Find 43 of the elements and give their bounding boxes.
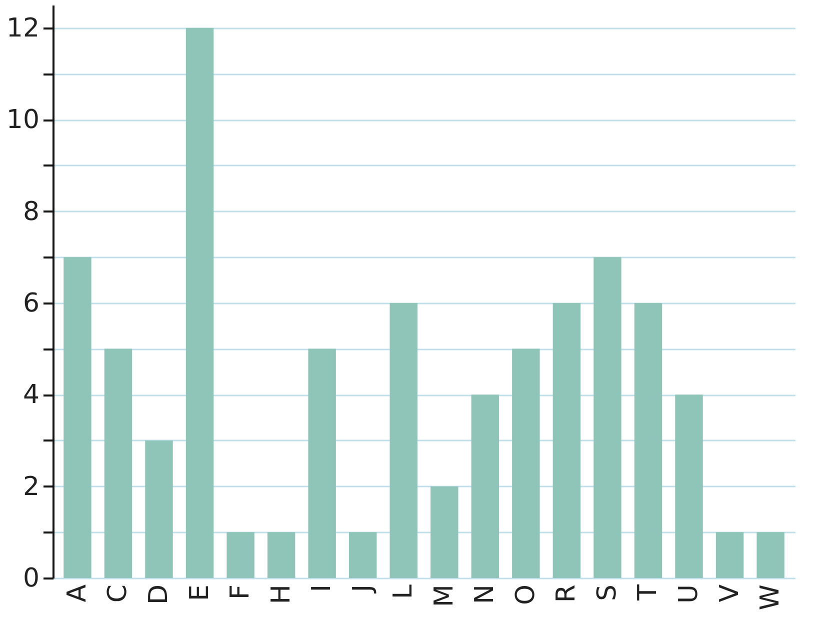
bar bbox=[756, 532, 784, 578]
x-tick-label: I bbox=[307, 584, 338, 592]
x-tick-label: O bbox=[510, 584, 541, 605]
bar bbox=[226, 532, 254, 578]
y-tick-label: 12 bbox=[6, 13, 40, 44]
bar bbox=[716, 532, 744, 578]
bar bbox=[64, 257, 92, 578]
bar bbox=[430, 486, 458, 578]
x-tick-label: D bbox=[144, 584, 174, 605]
bar bbox=[104, 348, 132, 578]
y-tick-label: 4 bbox=[22, 380, 40, 410]
x-tick-label: V bbox=[714, 584, 745, 602]
x-tick-label: L bbox=[388, 584, 419, 599]
x-tick-label: T bbox=[633, 584, 664, 602]
x-tick-label: E bbox=[184, 584, 215, 601]
x-tick-label: R bbox=[552, 584, 582, 603]
x-tick-label: S bbox=[592, 584, 622, 602]
bar bbox=[348, 532, 377, 578]
bar bbox=[390, 302, 418, 578]
x-tick-label: J bbox=[348, 584, 378, 594]
bar bbox=[634, 302, 662, 578]
y-tick-label: 2 bbox=[22, 472, 40, 502]
x-tick-label: N bbox=[470, 584, 500, 604]
x-tick-label: A bbox=[62, 584, 92, 602]
bar bbox=[594, 257, 622, 578]
x-tick-label: C bbox=[103, 584, 134, 603]
y-tick-label: 0 bbox=[22, 564, 40, 594]
bar bbox=[471, 394, 500, 578]
bar bbox=[552, 302, 581, 578]
bar bbox=[512, 348, 540, 578]
y-tick-label: 10 bbox=[6, 105, 40, 136]
x-tick-label: H bbox=[266, 584, 296, 604]
bar bbox=[145, 440, 173, 578]
bar bbox=[675, 394, 703, 578]
x-tick-label: F bbox=[226, 584, 256, 600]
x-tick-label: U bbox=[674, 584, 704, 604]
x-tick-label: M bbox=[429, 584, 460, 607]
bar bbox=[186, 28, 214, 578]
bar bbox=[267, 532, 296, 578]
y-tick-label: 6 bbox=[22, 288, 40, 318]
bar bbox=[308, 348, 336, 578]
x-tick-label: W bbox=[756, 584, 786, 610]
y-tick-label: 8 bbox=[22, 196, 40, 227]
